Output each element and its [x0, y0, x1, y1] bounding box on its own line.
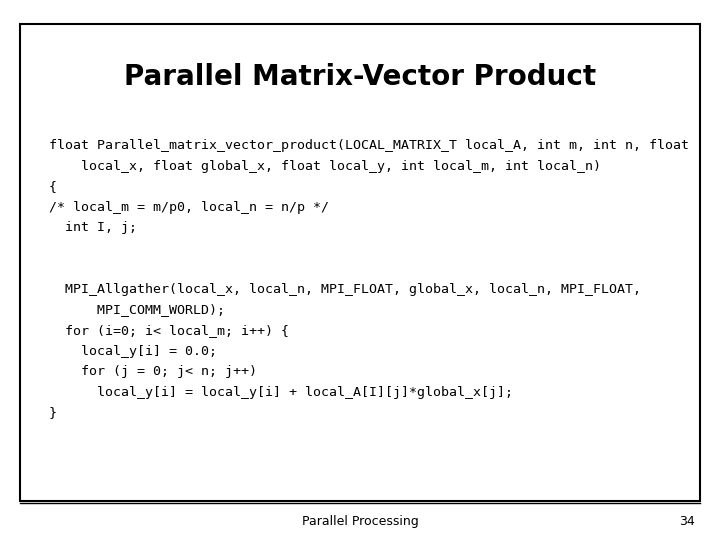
Text: for (i=0; i< local_m; i++) {: for (i=0; i< local_m; i++) { [49, 324, 289, 337]
Text: /* local_m = m/p0, local_n = n/p */: /* local_m = m/p0, local_n = n/p */ [49, 201, 329, 214]
Text: local_y[i] = 0.0;: local_y[i] = 0.0; [49, 345, 217, 357]
Text: Parallel Matrix-Vector Product: Parallel Matrix-Vector Product [124, 63, 596, 91]
Text: Parallel Processing: Parallel Processing [302, 515, 418, 528]
Text: float Parallel_matrix_vector_product(LOCAL_MATRIX_T local_A, int m, int n, float: float Parallel_matrix_vector_product(LOC… [49, 139, 689, 152]
Text: for (j = 0; j< n; j++): for (j = 0; j< n; j++) [49, 365, 257, 378]
Text: local_y[i] = local_y[i] + local_A[I][j]*global_x[j];: local_y[i] = local_y[i] + local_A[I][j]*… [49, 386, 513, 399]
Text: MPI_COMM_WORLD);: MPI_COMM_WORLD); [49, 303, 225, 316]
Text: int I, j;: int I, j; [49, 221, 137, 234]
Text: }: } [49, 406, 57, 419]
Text: {: { [49, 180, 57, 193]
Text: 34: 34 [679, 515, 695, 528]
Text: MPI_Allgather(local_x, local_n, MPI_FLOAT, global_x, local_n, MPI_FLOAT,: MPI_Allgather(local_x, local_n, MPI_FLOA… [49, 283, 641, 296]
Text: local_x, float global_x, float local_y, int local_m, int local_n): local_x, float global_x, float local_y, … [49, 160, 601, 173]
